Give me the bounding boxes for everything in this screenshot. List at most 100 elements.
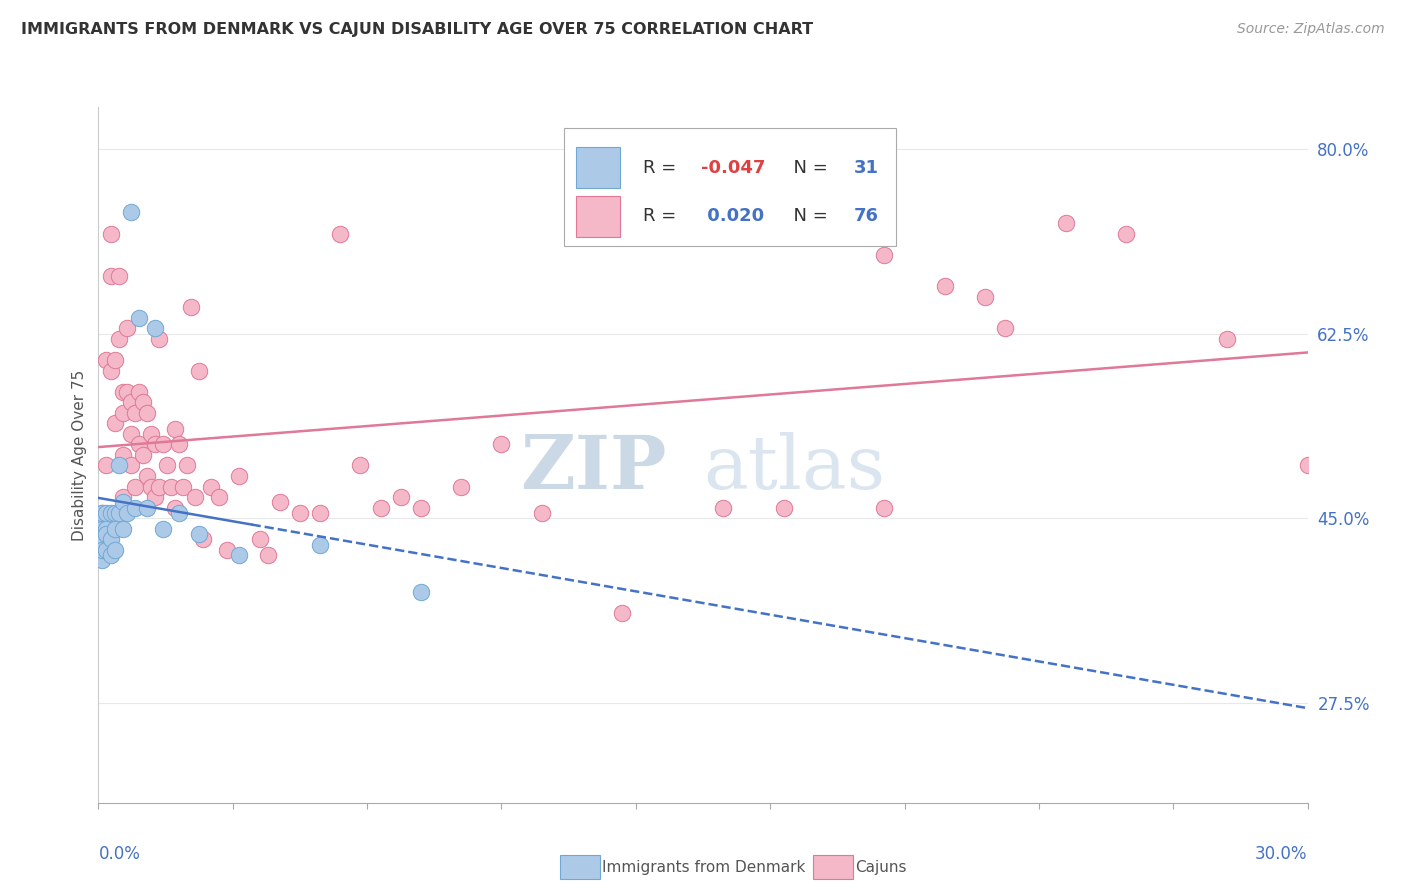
Point	[288, 506, 311, 520]
Point	[711, 500, 734, 515]
Point	[100, 506, 122, 520]
Point	[115, 321, 138, 335]
Text: N =: N =	[782, 159, 834, 177]
Point	[120, 458, 142, 473]
Point	[100, 363, 122, 377]
Point	[269, 495, 291, 509]
Text: 0.0%: 0.0%	[98, 845, 141, 863]
Point	[228, 469, 250, 483]
Point	[530, 506, 553, 520]
Text: R =: R =	[643, 159, 682, 177]
Point	[163, 421, 186, 435]
Point	[107, 332, 129, 346]
Point	[152, 522, 174, 536]
FancyBboxPatch shape	[576, 196, 620, 237]
Point	[934, 279, 956, 293]
Point	[491, 437, 513, 451]
Point	[994, 321, 1017, 335]
Point	[111, 522, 134, 536]
Point	[143, 437, 166, 451]
Point	[167, 437, 190, 451]
Point	[91, 506, 114, 520]
Point	[128, 310, 150, 325]
Point	[135, 500, 157, 515]
Point	[813, 227, 835, 241]
Point	[124, 406, 146, 420]
Point	[96, 353, 118, 368]
Point	[91, 506, 114, 520]
Point	[91, 533, 114, 547]
Point	[188, 527, 211, 541]
Point	[172, 479, 194, 493]
Point	[135, 406, 157, 420]
Point	[111, 384, 134, 399]
Point	[228, 548, 250, 562]
Text: R =: R =	[643, 207, 682, 226]
Point	[96, 542, 118, 557]
Point	[103, 522, 125, 536]
Point	[143, 490, 166, 504]
Point	[107, 506, 129, 520]
Text: N =: N =	[782, 207, 834, 226]
Point	[111, 406, 134, 420]
Text: Cajuns: Cajuns	[855, 860, 907, 874]
Point	[111, 495, 134, 509]
Point	[450, 479, 472, 493]
Point	[132, 448, 155, 462]
Point	[409, 500, 432, 515]
Point	[188, 363, 211, 377]
Point	[96, 506, 118, 520]
Text: Source: ZipAtlas.com: Source: ZipAtlas.com	[1237, 22, 1385, 37]
Point	[91, 542, 114, 557]
Point	[167, 506, 190, 520]
Point	[120, 395, 142, 409]
Point	[103, 417, 125, 431]
Point	[1054, 216, 1077, 230]
Point	[152, 437, 174, 451]
Point	[100, 548, 122, 562]
Point	[100, 533, 122, 547]
Point	[309, 506, 332, 520]
Point	[103, 353, 125, 368]
Point	[160, 479, 183, 493]
Point	[163, 500, 186, 515]
FancyBboxPatch shape	[564, 128, 897, 246]
Text: ZIP: ZIP	[520, 433, 666, 506]
Point	[200, 479, 222, 493]
Text: 30.0%: 30.0%	[1256, 845, 1308, 863]
Point	[111, 490, 134, 504]
FancyBboxPatch shape	[576, 147, 620, 188]
Point	[124, 479, 146, 493]
Point	[111, 448, 134, 462]
Point	[139, 426, 162, 441]
Point	[96, 527, 118, 541]
Point	[772, 500, 794, 515]
Point	[100, 268, 122, 283]
Text: -0.047: -0.047	[700, 159, 765, 177]
Point	[132, 395, 155, 409]
Point	[873, 247, 896, 261]
Point	[120, 426, 142, 441]
Point	[256, 548, 278, 562]
Point	[91, 553, 114, 567]
Point	[96, 458, 118, 473]
Text: 76: 76	[855, 207, 879, 226]
Point	[329, 227, 352, 241]
Point	[124, 500, 146, 515]
Y-axis label: Disability Age Over 75: Disability Age Over 75	[72, 369, 87, 541]
Point	[143, 321, 166, 335]
Point	[1296, 458, 1319, 473]
Point	[128, 437, 150, 451]
Point	[389, 490, 412, 504]
Point	[91, 522, 114, 536]
Point	[612, 606, 634, 620]
Point	[193, 533, 215, 547]
Point	[1216, 332, 1239, 346]
Text: Immigrants from Denmark: Immigrants from Denmark	[602, 860, 806, 874]
Text: 31: 31	[855, 159, 879, 177]
Point	[148, 332, 170, 346]
Point	[156, 458, 179, 473]
Point	[103, 506, 125, 520]
Point	[91, 533, 114, 547]
Point	[176, 458, 198, 473]
